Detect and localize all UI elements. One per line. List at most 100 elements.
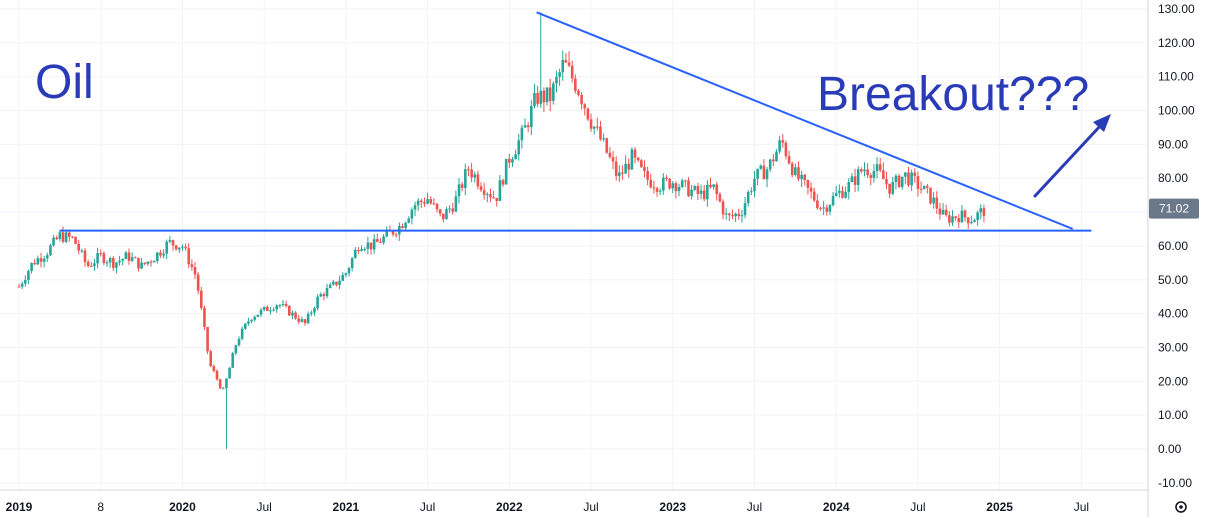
candle-body [750, 191, 753, 193]
candle-body [435, 203, 439, 210]
candles-layer [17, 12, 986, 449]
settings-button[interactable] [1175, 501, 1187, 513]
candle-body [614, 161, 618, 176]
candle-body [888, 183, 891, 194]
candle-body [432, 203, 436, 205]
candle-body [511, 159, 514, 163]
candle-body [190, 264, 194, 268]
candle-body [753, 178, 756, 192]
candle-body [853, 176, 857, 185]
candle-body [721, 201, 725, 215]
gear-icon [1175, 501, 1187, 513]
candle-body [806, 179, 810, 188]
candle-body [369, 242, 373, 250]
candle-body [702, 190, 706, 200]
candle-body [489, 194, 492, 198]
candle-body [872, 171, 876, 178]
candle-body [256, 314, 260, 317]
candle-body [561, 59, 565, 73]
candle-body [530, 106, 533, 128]
candle-body [80, 250, 84, 252]
candle-body [548, 87, 552, 101]
candle-body [979, 208, 983, 213]
candle-body [325, 288, 329, 297]
candle-body [878, 164, 882, 171]
candle-body [266, 306, 269, 311]
candle-body [652, 187, 656, 189]
candle-body [93, 263, 96, 267]
candle-body [118, 260, 121, 263]
y-tick-label: 110.00 [1158, 70, 1194, 84]
trendlines-layer [59, 11, 1092, 232]
candle-body [640, 160, 643, 167]
candle-body [756, 168, 759, 179]
candle-body [61, 232, 65, 242]
candle-body [624, 163, 627, 174]
chart-title-annotation: Oil [35, 56, 94, 109]
candle-body [74, 236, 77, 244]
candle-body [275, 305, 279, 310]
candle-body [944, 209, 948, 216]
candle-body [863, 169, 866, 172]
candle-body [592, 126, 596, 129]
candle-body [140, 262, 143, 269]
candle-body [413, 205, 417, 210]
candle-body [677, 186, 681, 192]
candle-body [350, 258, 354, 269]
candle-body [894, 175, 898, 183]
candle-body [335, 281, 338, 285]
candle-body [555, 76, 558, 84]
candle-body [794, 167, 797, 176]
candle-body [526, 125, 530, 128]
candle-body [574, 78, 577, 91]
candle-body [152, 261, 156, 263]
y-tick-label: 60.00 [1158, 239, 1188, 253]
candle-body [177, 247, 181, 250]
candle-body [83, 250, 87, 263]
candle-body [822, 207, 825, 209]
candle-body [105, 262, 109, 264]
candle-body [313, 308, 316, 313]
candle-body [193, 267, 197, 275]
candle-body [479, 186, 483, 191]
candle-body [55, 237, 59, 240]
candle-body [800, 174, 803, 180]
candle-body [89, 265, 93, 267]
candle-body [143, 262, 147, 264]
candle-body [838, 190, 841, 193]
candle-body [599, 126, 602, 140]
candle-body [564, 59, 568, 63]
candle-body [929, 187, 932, 204]
candle-body [577, 90, 580, 95]
candle-body [67, 232, 71, 237]
candle-body [71, 236, 74, 238]
candle-body [718, 194, 722, 202]
candle-body [244, 323, 247, 329]
candle-body [552, 83, 555, 101]
candle-body [731, 215, 734, 217]
last-price-badge: 71.02 [1149, 198, 1199, 219]
candle-body [23, 279, 27, 284]
candle-body [633, 149, 637, 158]
candle-body [960, 210, 964, 223]
candle-body [907, 172, 910, 186]
candle-body [778, 140, 781, 152]
candle-body [520, 127, 524, 141]
y-tick-label: 50.00 [1158, 273, 1188, 287]
x-tick-label: Jul [256, 500, 271, 514]
candle-body [775, 151, 778, 162]
candle-body [306, 313, 310, 324]
candle-body [728, 213, 731, 216]
candle-body [209, 351, 213, 367]
axes-layer [0, 0, 1149, 517]
candle-body [278, 305, 282, 307]
candle-body [910, 172, 913, 186]
candle-body [860, 169, 863, 172]
candle-body [570, 65, 574, 79]
candle-body [803, 174, 807, 180]
candle-body [36, 258, 40, 265]
candle-body [850, 176, 854, 183]
candle-body [602, 138, 605, 140]
candle-body [514, 154, 517, 160]
